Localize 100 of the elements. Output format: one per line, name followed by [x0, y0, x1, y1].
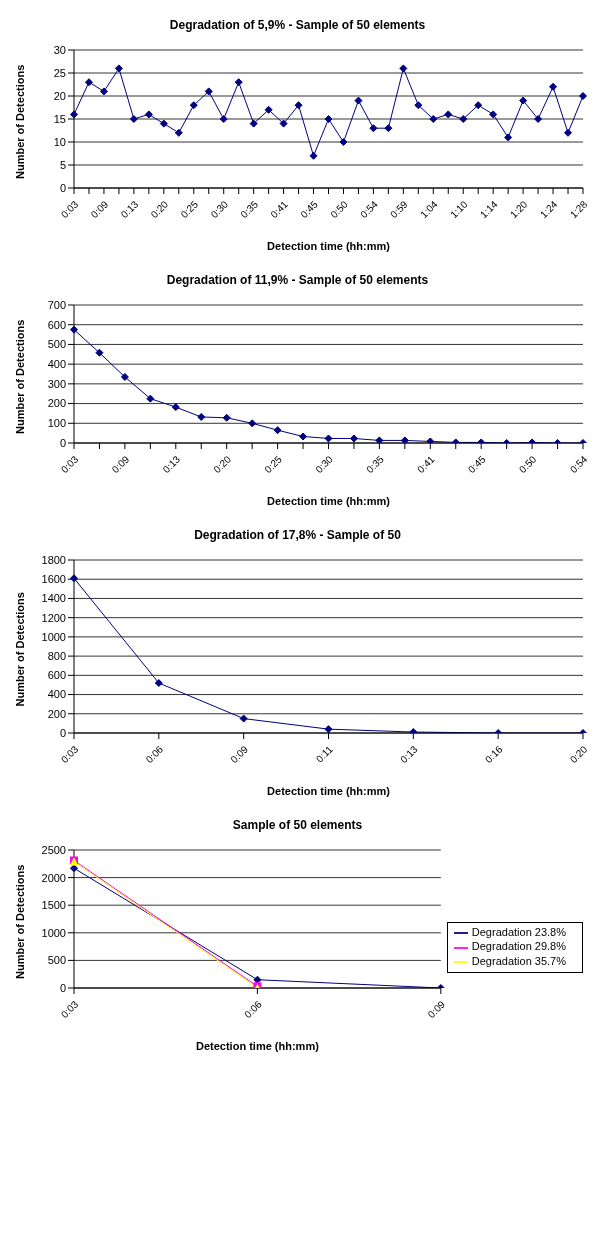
y-tick-label: 10 [53, 135, 66, 148]
point [324, 115, 333, 123]
x-tick-label: 0:41 [415, 453, 437, 476]
y-tick-label: 1000 [41, 926, 66, 939]
x-tick-label: 0:20 [567, 743, 590, 766]
y-tick-label: 2000 [41, 871, 66, 884]
point [273, 426, 282, 435]
point [504, 133, 513, 142]
x-tick-label: 0:03 [58, 453, 81, 476]
x-tick-label: 1:28 [567, 198, 590, 221]
x-tick-label: 0:30 [313, 453, 336, 476]
x-tick-label: 0:50 [328, 198, 351, 221]
x-tick-label: 0:25 [262, 453, 285, 476]
y-tick-label: 200 [47, 707, 66, 720]
x-tick-label: 0:41 [268, 198, 291, 221]
x-axis-title: Detection time (hh:mm) [267, 240, 391, 252]
point [369, 124, 378, 133]
x-tick-label: 0:45 [466, 453, 488, 476]
x-tick-label: 0:13 [398, 743, 420, 766]
y-tick-label: 1200 [41, 611, 66, 624]
point [249, 119, 258, 128]
point [429, 115, 438, 123]
y-tick-label: 0 [59, 981, 66, 994]
point [489, 110, 498, 119]
y-tick-label: 0 [59, 181, 66, 194]
point [324, 434, 333, 443]
point [189, 101, 198, 110]
x-tick-label: 1:10 [448, 198, 470, 221]
point [154, 679, 163, 688]
point [349, 434, 358, 443]
y-tick-label: 200 [47, 397, 66, 410]
x-tick-label: 0:11 [313, 743, 336, 765]
point [171, 403, 180, 412]
point [519, 96, 528, 105]
y-tick-label: 1500 [41, 899, 66, 912]
x-tick-label: 0:20 [211, 453, 234, 476]
point [579, 92, 587, 100]
point [159, 119, 168, 128]
y-tick-label: 1800 [41, 553, 66, 566]
y-tick-label: 30 [53, 43, 66, 56]
x-tick-label: 0:45 [298, 198, 321, 221]
x-tick-label: 0:25 [178, 198, 201, 221]
point [70, 864, 78, 873]
y-tick-label: 100 [47, 417, 66, 430]
point [294, 101, 303, 110]
chart-title: Degradation of 5,9% - Sample of 50 elements [168, 17, 427, 34]
x-tick-label: 1:24 [537, 198, 560, 221]
point [459, 115, 468, 123]
x-tick-label: 0:30 [208, 198, 231, 221]
y-tick-label: 25 [53, 66, 66, 79]
point [299, 432, 308, 441]
point [99, 87, 108, 96]
y-axis-title: Number of Detections [13, 592, 26, 707]
point [384, 124, 393, 133]
x-tick-label: 0:06 [143, 743, 166, 766]
point [146, 394, 155, 403]
x-tick-label: 0:13 [118, 198, 141, 221]
point [400, 436, 409, 443]
point [248, 419, 257, 428]
point [204, 87, 213, 96]
y-axis-title: Number of Detections [13, 319, 26, 434]
x-tick-label: 0:09 [88, 198, 111, 221]
y-tick-label: 2500 [41, 843, 66, 856]
y-tick-label: 500 [47, 954, 66, 967]
chart-title: Degradation of 11,9% - Sample of 50 elements [165, 272, 430, 289]
point [564, 128, 573, 137]
point [174, 128, 183, 137]
y-tick-label: 600 [47, 318, 66, 331]
point [84, 78, 93, 87]
x-axis-title: Detection time (hh:mm) [267, 495, 391, 507]
point [129, 115, 138, 123]
x-tick-label: 1:20 [507, 198, 530, 221]
point [339, 138, 348, 146]
x-tick-label: 1:14 [478, 198, 500, 221]
point [222, 413, 231, 422]
point [239, 714, 248, 723]
y-tick-label: 0 [59, 436, 66, 449]
x-tick-label: 0:16 [482, 743, 505, 766]
x-tick-label: 0:09 [109, 453, 132, 476]
point [197, 412, 206, 421]
y-axis-title: Number of Detections [13, 864, 26, 979]
x-tick-label: 0:20 [148, 198, 171, 221]
point [219, 115, 228, 123]
x-tick-label: 0:13 [160, 453, 183, 476]
chart-title: Degradation of 17,8% - Sample of 50 [193, 527, 402, 544]
point [444, 110, 453, 119]
point [354, 96, 363, 105]
y-tick-label: 20 [53, 89, 66, 102]
x-axis-title: Detection time (hh:mm) [195, 1040, 320, 1052]
y-tick-label: 0 [59, 726, 66, 739]
y-tick-label: 15 [53, 112, 66, 125]
x-tick-label: 0:03 [58, 998, 81, 1021]
point [534, 115, 543, 123]
x-tick-label: 1:04 [418, 198, 440, 221]
legend-label: Degradation 23.8% [471, 926, 566, 939]
point [120, 372, 129, 381]
point [549, 82, 558, 91]
x-tick-label: 0:35 [364, 453, 387, 476]
point [253, 975, 262, 984]
y-tick-label: 1600 [41, 573, 66, 586]
